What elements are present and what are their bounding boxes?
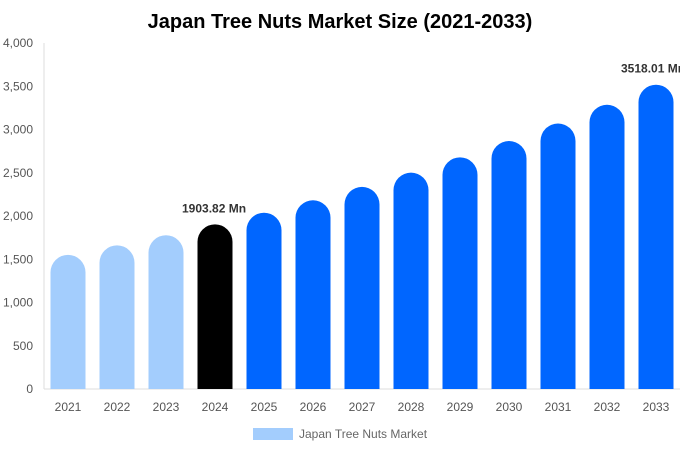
bar-2023[interactable]: [148, 235, 184, 389]
bar-2033[interactable]: [638, 84, 674, 389]
x-tick-label: 2024: [202, 400, 229, 414]
legend[interactable]: Japan Tree Nuts Market: [253, 427, 428, 441]
bar-2024[interactable]: [197, 224, 233, 389]
x-tick-label: 2026: [300, 400, 327, 414]
x-tick-label: 2021: [55, 400, 82, 414]
y-tick-label: 4,000: [3, 36, 33, 50]
x-tick-label: 2025: [251, 400, 278, 414]
y-tick-label: 2,500: [3, 166, 33, 180]
bar-2022[interactable]: [99, 245, 135, 389]
x-tick-label: 2029: [447, 400, 474, 414]
bar-2026[interactable]: [295, 200, 331, 389]
y-tick-label: 500: [13, 339, 33, 353]
bar-2030[interactable]: [491, 141, 527, 389]
x-tick-label: 2028: [398, 400, 425, 414]
y-tick-label: 1,000: [3, 296, 33, 310]
bar-2021[interactable]: [50, 254, 86, 389]
y-tick-label: 3,000: [3, 123, 33, 137]
x-tick-label: 2027: [349, 400, 376, 414]
data-label-2024: 1903.82 Mn: [182, 201, 246, 215]
x-tick-label: 2031: [545, 400, 572, 414]
x-tick-label: 2032: [594, 400, 621, 414]
y-tick-label: 2,000: [3, 209, 33, 223]
bar-2031[interactable]: [540, 123, 576, 390]
data-label-2033: 3518.01 Mn: [621, 62, 680, 76]
x-tick-label: 2033: [643, 400, 670, 414]
x-tick-label: 2023: [153, 400, 180, 414]
bar-2032[interactable]: [589, 104, 625, 390]
y-tick-label: 1,500: [3, 252, 33, 266]
legend-label: Japan Tree Nuts Market: [299, 427, 428, 441]
bar-2029[interactable]: [442, 157, 478, 389]
chart-title: Japan Tree Nuts Market Size (2021-2033): [148, 11, 533, 33]
legend-swatch: [253, 428, 293, 440]
bar-2025[interactable]: [246, 212, 282, 389]
y-tick-label: 3,500: [3, 79, 33, 93]
bar-2027[interactable]: [344, 186, 380, 389]
y-tick-label: 0: [26, 382, 33, 396]
x-tick-label: 2030: [496, 400, 523, 414]
bar-2028[interactable]: [393, 172, 429, 389]
x-tick-label: 2022: [104, 400, 131, 414]
